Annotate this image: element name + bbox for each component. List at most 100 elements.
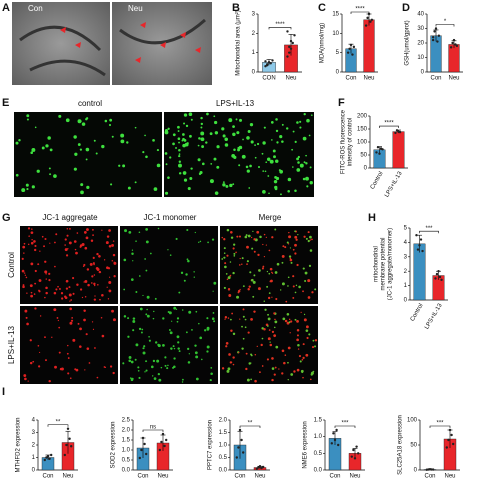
cell (241, 347, 244, 350)
cell (44, 270, 48, 274)
cell (96, 376, 99, 379)
cell (233, 252, 236, 255)
cell (228, 118, 233, 123)
data-point (416, 248, 420, 251)
cell (43, 245, 45, 248)
cell (230, 361, 233, 364)
cell (93, 298, 97, 301)
bar (363, 19, 375, 73)
cell (67, 344, 69, 347)
cell (84, 296, 87, 298)
cell (72, 292, 75, 295)
cell (201, 162, 205, 166)
cell (282, 317, 286, 321)
cell (231, 312, 234, 315)
cell (314, 288, 317, 291)
cell (268, 292, 271, 295)
data-point (348, 47, 351, 50)
cell (228, 289, 230, 291)
x-tick-label: Neu (448, 76, 459, 82)
cell (101, 229, 103, 231)
data-point (266, 64, 269, 67)
cell (250, 236, 253, 239)
cell (271, 330, 275, 334)
cell (156, 359, 160, 363)
x-tick-label: Con (137, 474, 148, 480)
cell (53, 308, 57, 312)
panel-label: D (402, 2, 410, 14)
cell (207, 241, 209, 244)
cell (294, 230, 296, 233)
cell (263, 126, 266, 129)
cell (283, 361, 286, 365)
data-point (346, 51, 350, 54)
data-point (447, 438, 450, 442)
cell (295, 284, 298, 287)
cell (297, 348, 300, 350)
cell (263, 300, 266, 302)
cell (162, 343, 165, 347)
cell (186, 228, 189, 232)
cell (268, 329, 271, 331)
significance: * (444, 19, 447, 25)
y-tick-label: 2 (404, 269, 408, 275)
panel-label: I (2, 386, 5, 398)
cell (226, 228, 230, 232)
cell (45, 278, 47, 280)
cell (185, 124, 189, 128)
y-axis-label: FITC-ROS fluorescence (341, 109, 347, 174)
cell (308, 333, 311, 336)
y-tick-label: 3 (32, 430, 36, 436)
cell (246, 378, 250, 382)
cell (246, 263, 248, 265)
cell (259, 235, 262, 239)
cell (49, 173, 52, 176)
y-tick-label: 4 (32, 418, 36, 424)
cell (44, 336, 46, 339)
cell (175, 237, 178, 241)
cell (127, 186, 131, 190)
cell (100, 316, 103, 319)
cell (288, 235, 291, 239)
cell (224, 318, 226, 320)
data-point (264, 60, 267, 63)
cell (307, 296, 311, 299)
y-tick-label: 1.0 (122, 448, 131, 454)
cell (132, 329, 135, 332)
micrograph (164, 112, 314, 197)
cell (172, 345, 175, 348)
cell (178, 153, 181, 155)
data-point (258, 465, 262, 468)
cell (242, 308, 245, 311)
cell (76, 283, 79, 286)
cell (178, 163, 182, 168)
data-point (70, 445, 73, 448)
y-tick-label: 10 (417, 55, 424, 61)
cell (131, 249, 134, 251)
cell (31, 228, 33, 230)
data-point (271, 59, 274, 62)
cell (229, 318, 232, 321)
cell (120, 133, 125, 138)
cell (15, 141, 19, 145)
cell (232, 247, 235, 250)
cell (287, 243, 290, 245)
cell (244, 235, 248, 239)
cell (182, 171, 187, 175)
x-tick-label: Neu (157, 474, 168, 480)
cell (212, 312, 215, 314)
cell (65, 297, 67, 300)
cell (197, 144, 200, 147)
cell (64, 244, 66, 246)
cell (132, 317, 136, 320)
y-tick-label: 0.5 (314, 451, 323, 457)
cell (58, 287, 61, 290)
y-tick-label: 0 (336, 70, 340, 76)
cell (77, 322, 80, 325)
cell (286, 312, 290, 316)
cell (267, 296, 271, 300)
cell (122, 164, 126, 168)
panel-label: F (338, 97, 345, 109)
cell (164, 130, 169, 135)
cell (262, 243, 264, 246)
